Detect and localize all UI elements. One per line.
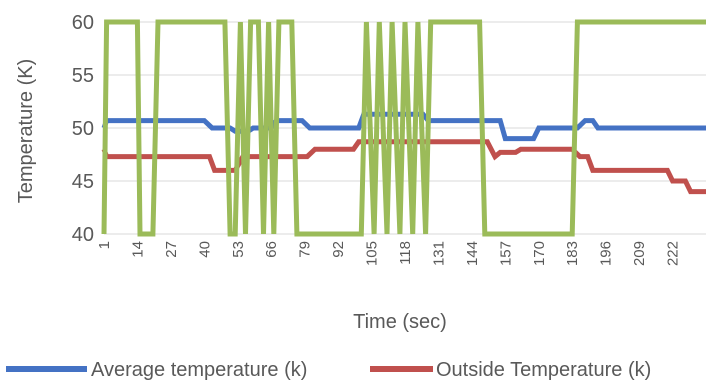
x-tick-label: 14 [129, 241, 146, 258]
series-line-1 [101, 111, 706, 142]
y-tick-label: 40 [72, 224, 94, 246]
series-line-2 [101, 139, 706, 195]
x-tick-label: 105 [364, 241, 381, 266]
y-tick-label: 60 [72, 12, 94, 34]
x-axis-ticks: 1 14 27 40 53 66 79 92 105 118 131 144 157 170 183 196 2… [96, 241, 682, 266]
x-tick-label: 170 [531, 241, 548, 266]
legend-label-outside: Outside Temperature (k) [436, 359, 651, 381]
legend: Average temperature (k) Outside Temperat… [6, 359, 651, 381]
y-axis-title: Temperature (K) [15, 59, 37, 204]
x-tick-label: 157 [497, 241, 514, 266]
y-tick-label: 55 [72, 65, 94, 87]
series-lines [101, 19, 706, 237]
x-tick-label: 92 [330, 241, 347, 258]
x-tick-label: 209 [631, 241, 648, 266]
y-tick-label: 50 [72, 118, 94, 140]
x-tick-label: 222 [665, 241, 682, 266]
y-tick-label: 45 [72, 171, 94, 193]
x-tick-label: 131 [430, 241, 447, 266]
x-tick-label: 79 [297, 241, 314, 258]
x-tick-label: 27 [163, 241, 180, 258]
legend-label-average: Average temperature (k) [91, 359, 307, 381]
x-tick-label: 118 [397, 241, 414, 265]
x-tick-label: 66 [263, 241, 280, 258]
x-tick-label: 40 [196, 241, 213, 258]
x-tick-label: 144 [464, 241, 481, 266]
x-tick-label: 53 [230, 241, 247, 258]
x-tick-label: 183 [564, 241, 581, 266]
x-tick-label: 196 [598, 241, 615, 266]
x-axis-title: Time (sec) [353, 311, 447, 333]
series-line-3 [101, 19, 706, 237]
x-tick-label: 1 [96, 241, 113, 249]
y-axis-ticks: 40 45 50 55 60 [72, 12, 94, 246]
